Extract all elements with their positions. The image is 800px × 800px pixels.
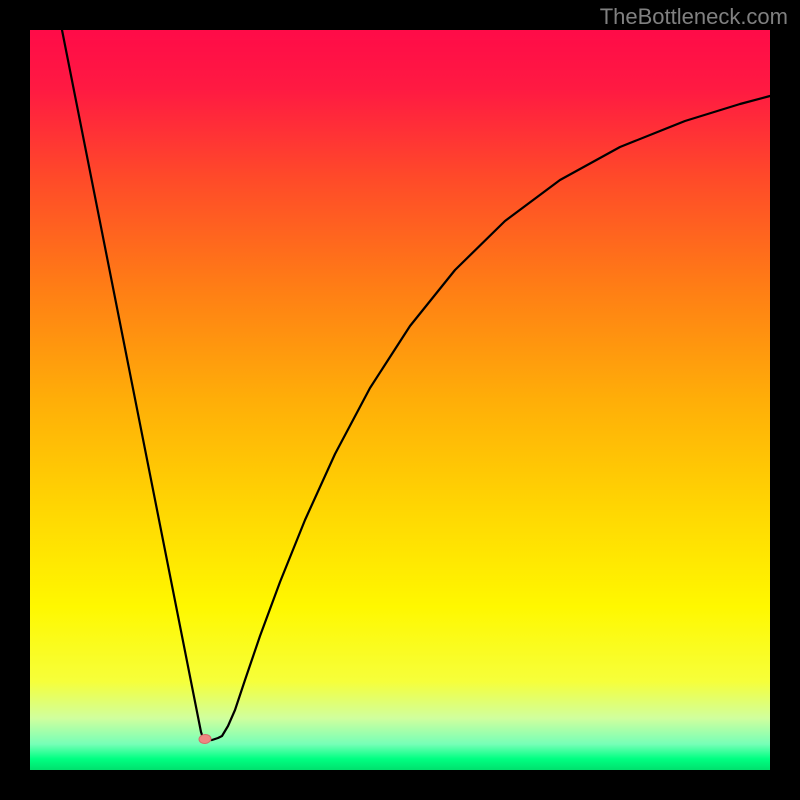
bottleneck-chart — [0, 0, 800, 800]
watermark-text: TheBottleneck.com — [600, 4, 788, 30]
chart-container: TheBottleneck.com — [0, 0, 800, 800]
plot-background — [30, 30, 770, 770]
